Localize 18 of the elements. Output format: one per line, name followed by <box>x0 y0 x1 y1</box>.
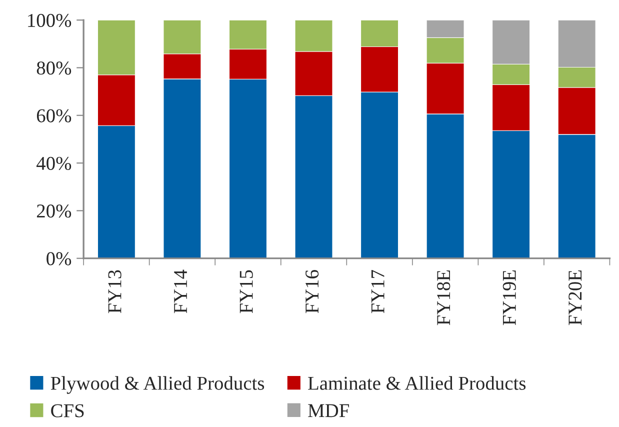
x-tick-label: FY17 <box>371 270 384 314</box>
x-tick-label: FY14 <box>174 270 187 314</box>
x-tick-label: FY15 <box>240 270 253 314</box>
x-tick-label: FY19E <box>502 270 516 326</box>
y-tick-label: 80% <box>36 62 72 75</box>
legend-label: CFS <box>51 404 84 418</box>
legend-label: MDF <box>308 404 349 418</box>
x-tick-label: FY16 <box>306 270 319 314</box>
y-tick-label: 40% <box>36 156 72 170</box>
y-tick-label: 20% <box>36 204 72 218</box>
y-tick-label: 100% <box>28 14 72 28</box>
y-tick-label: 0% <box>46 252 72 266</box>
legend-label: Laminate & Allied Products <box>308 376 526 390</box>
x-tick-label: FY20E <box>568 270 582 326</box>
x-tick-label: FY13 <box>108 270 122 314</box>
legend-label: Plywood & Allied Products <box>50 376 264 394</box>
y-tick-label: 60% <box>36 109 72 122</box>
x-tick-label: FY18E <box>437 270 450 326</box>
